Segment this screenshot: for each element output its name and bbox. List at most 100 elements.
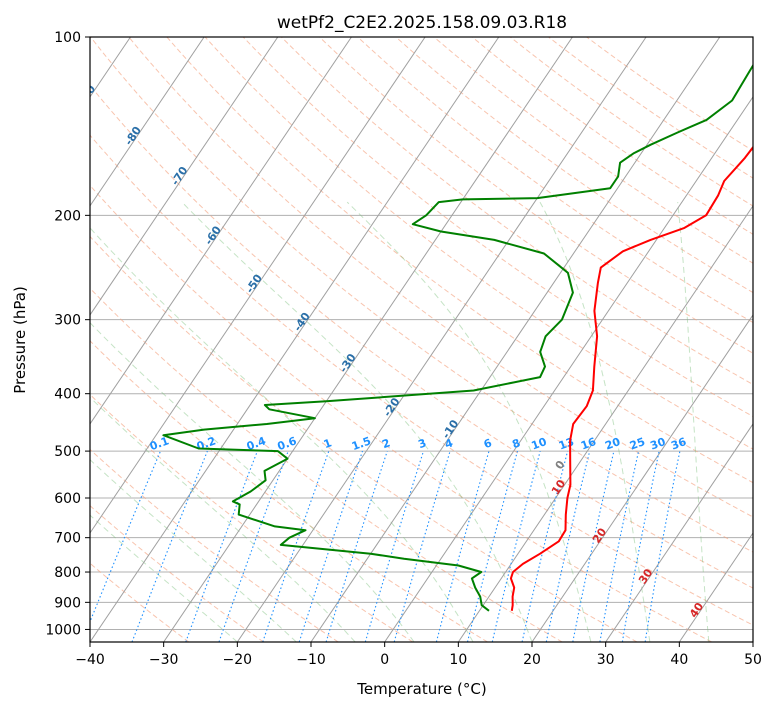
moist-adiabat: [90, 396, 356, 642]
mixing-ratio-line: [218, 450, 289, 642]
mixing-ratio-line: [466, 450, 519, 642]
y-tick-label: 1000: [45, 622, 81, 638]
x-tick-label: −30: [149, 652, 179, 668]
isotherm-label: -40: [291, 310, 313, 334]
moist-adiabat: [539, 201, 651, 642]
isotherm-label: -100: [21, 49, 47, 79]
positive-isotherm-label: 10: [549, 477, 569, 497]
dry-adiabat: [548, 37, 753, 179]
dry-adiabat: [471, 37, 753, 235]
isotherm-label: -30: [337, 351, 359, 375]
mixing-ratio-line: [90, 450, 162, 624]
dry-adiabat: [128, 37, 753, 518]
mixing-ratio-label: 6: [482, 436, 494, 451]
dry-adiabat: [242, 37, 753, 418]
dry-adiabat: [281, 37, 753, 386]
isotherm-line: [90, 37, 352, 425]
dry-adiabat: [509, 37, 753, 207]
zero-isotherm-label: 0: [553, 458, 568, 472]
mixing-ratio-label: 0.4: [245, 434, 268, 453]
moist-adiabat: [90, 322, 415, 642]
y-tick-label: 500: [54, 444, 81, 460]
plot-frame: [89, 36, 754, 643]
y-tick-label: 300: [54, 313, 81, 329]
mixing-ratio-line: [325, 450, 388, 642]
dry-adiabat: [166, 37, 753, 484]
isotherm-line: [163, 37, 573, 642]
mixing-ratio-label: 0.2: [195, 434, 218, 453]
isotherm-label: -90: [76, 82, 98, 106]
dry-adiabat: [204, 37, 753, 450]
mixing-ratio-line: [491, 450, 541, 642]
mixing-ratio-line: [185, 450, 258, 642]
dry-adiabat: [395, 37, 753, 294]
isotherm-line: [531, 314, 753, 642]
x-tick-label: 20: [523, 652, 541, 668]
isotherm-label: -50: [243, 272, 265, 296]
y-tick-label: 600: [54, 491, 81, 507]
mixing-ratio-line: [435, 450, 490, 642]
dry-adiabat: [90, 184, 712, 642]
isotherm-line: [752, 641, 753, 642]
dry-adiabat: [433, 37, 753, 264]
dry-adiabat: [90, 235, 638, 642]
mixing-ratio-label: 25: [628, 435, 647, 452]
dry-adiabat: [90, 287, 563, 642]
y-tick-label: 200: [54, 208, 81, 224]
mixing-ratio-label: 0.6: [276, 434, 299, 453]
mixing-ratio-label: 2: [380, 436, 392, 451]
moist-adiabat: [181, 201, 533, 642]
x-tick-label: 40: [670, 652, 688, 668]
dry-adiabat: [319, 37, 753, 354]
dry-adiabat: [90, 134, 753, 626]
dry-adiabat: [586, 37, 753, 152]
mixing-ratio-line: [521, 450, 569, 642]
mixing-ratio-label: 20: [603, 435, 622, 453]
y-tick-label: 100: [54, 30, 81, 46]
mixing-ratio-label: 1.5: [350, 434, 373, 453]
x-tick-label: 0: [380, 652, 389, 668]
dry-adiabat: [90, 84, 753, 589]
chart-title: wetPf2_C2E2.2025.158.09.03.R18: [277, 13, 567, 33]
moist-adiabat: [677, 202, 710, 642]
mixing-ratio-label: 16: [579, 435, 598, 453]
isotherm-line: [605, 423, 753, 642]
dry-adiabat: [90, 340, 488, 642]
y-tick-label: 400: [54, 387, 81, 403]
mixing-ratio-line: [599, 450, 640, 642]
x-tick-label: 30: [597, 652, 615, 668]
profiles-layer: [162, 63, 753, 612]
temperature-profile-line: [509, 145, 753, 611]
mixing-ratio-label: 0.1: [148, 434, 171, 453]
axes-layer: −40 −30 −20 −10 0 10 20 30 40 5010020030040050060…: [45, 30, 762, 668]
mixing-ratio-line: [131, 450, 208, 642]
isotherm-line: [90, 37, 500, 642]
dry-adiabat: [90, 37, 753, 553]
mixing-ratio-line: [298, 450, 364, 642]
isotherm-line: [384, 95, 753, 642]
mixing-ratio-line: [262, 450, 330, 642]
isotherm-line: [310, 37, 721, 642]
x-tick-label: 10: [449, 652, 467, 668]
y-tick-label: 800: [54, 565, 81, 581]
y-tick-label: 900: [54, 595, 81, 611]
x-tick-label: −20: [223, 652, 253, 668]
mixing-ratio-line: [621, 450, 660, 642]
x-tick-label: −40: [75, 652, 105, 668]
y-axis-title: Pressure (hPa): [11, 286, 29, 394]
mixing-ratio-label: 30: [649, 435, 668, 453]
moist-adiabat: [90, 514, 238, 642]
isotherm-line: [236, 37, 647, 642]
moist-adiabat: [346, 201, 592, 642]
mixing-ratio-line: [572, 450, 615, 642]
mixing-ratio-label: 3: [417, 436, 429, 451]
mixing-ratio-label: 8: [511, 436, 523, 451]
isotherm-label: -20: [381, 395, 403, 419]
dry-adiabat: [90, 448, 339, 642]
mixing-ratio-line: [393, 450, 451, 642]
isotherm-line: [90, 37, 205, 207]
isotherm-line: [90, 37, 426, 534]
mixing-ratio-label: 4: [443, 436, 455, 451]
mixing-ratio-label: 36: [669, 435, 688, 453]
